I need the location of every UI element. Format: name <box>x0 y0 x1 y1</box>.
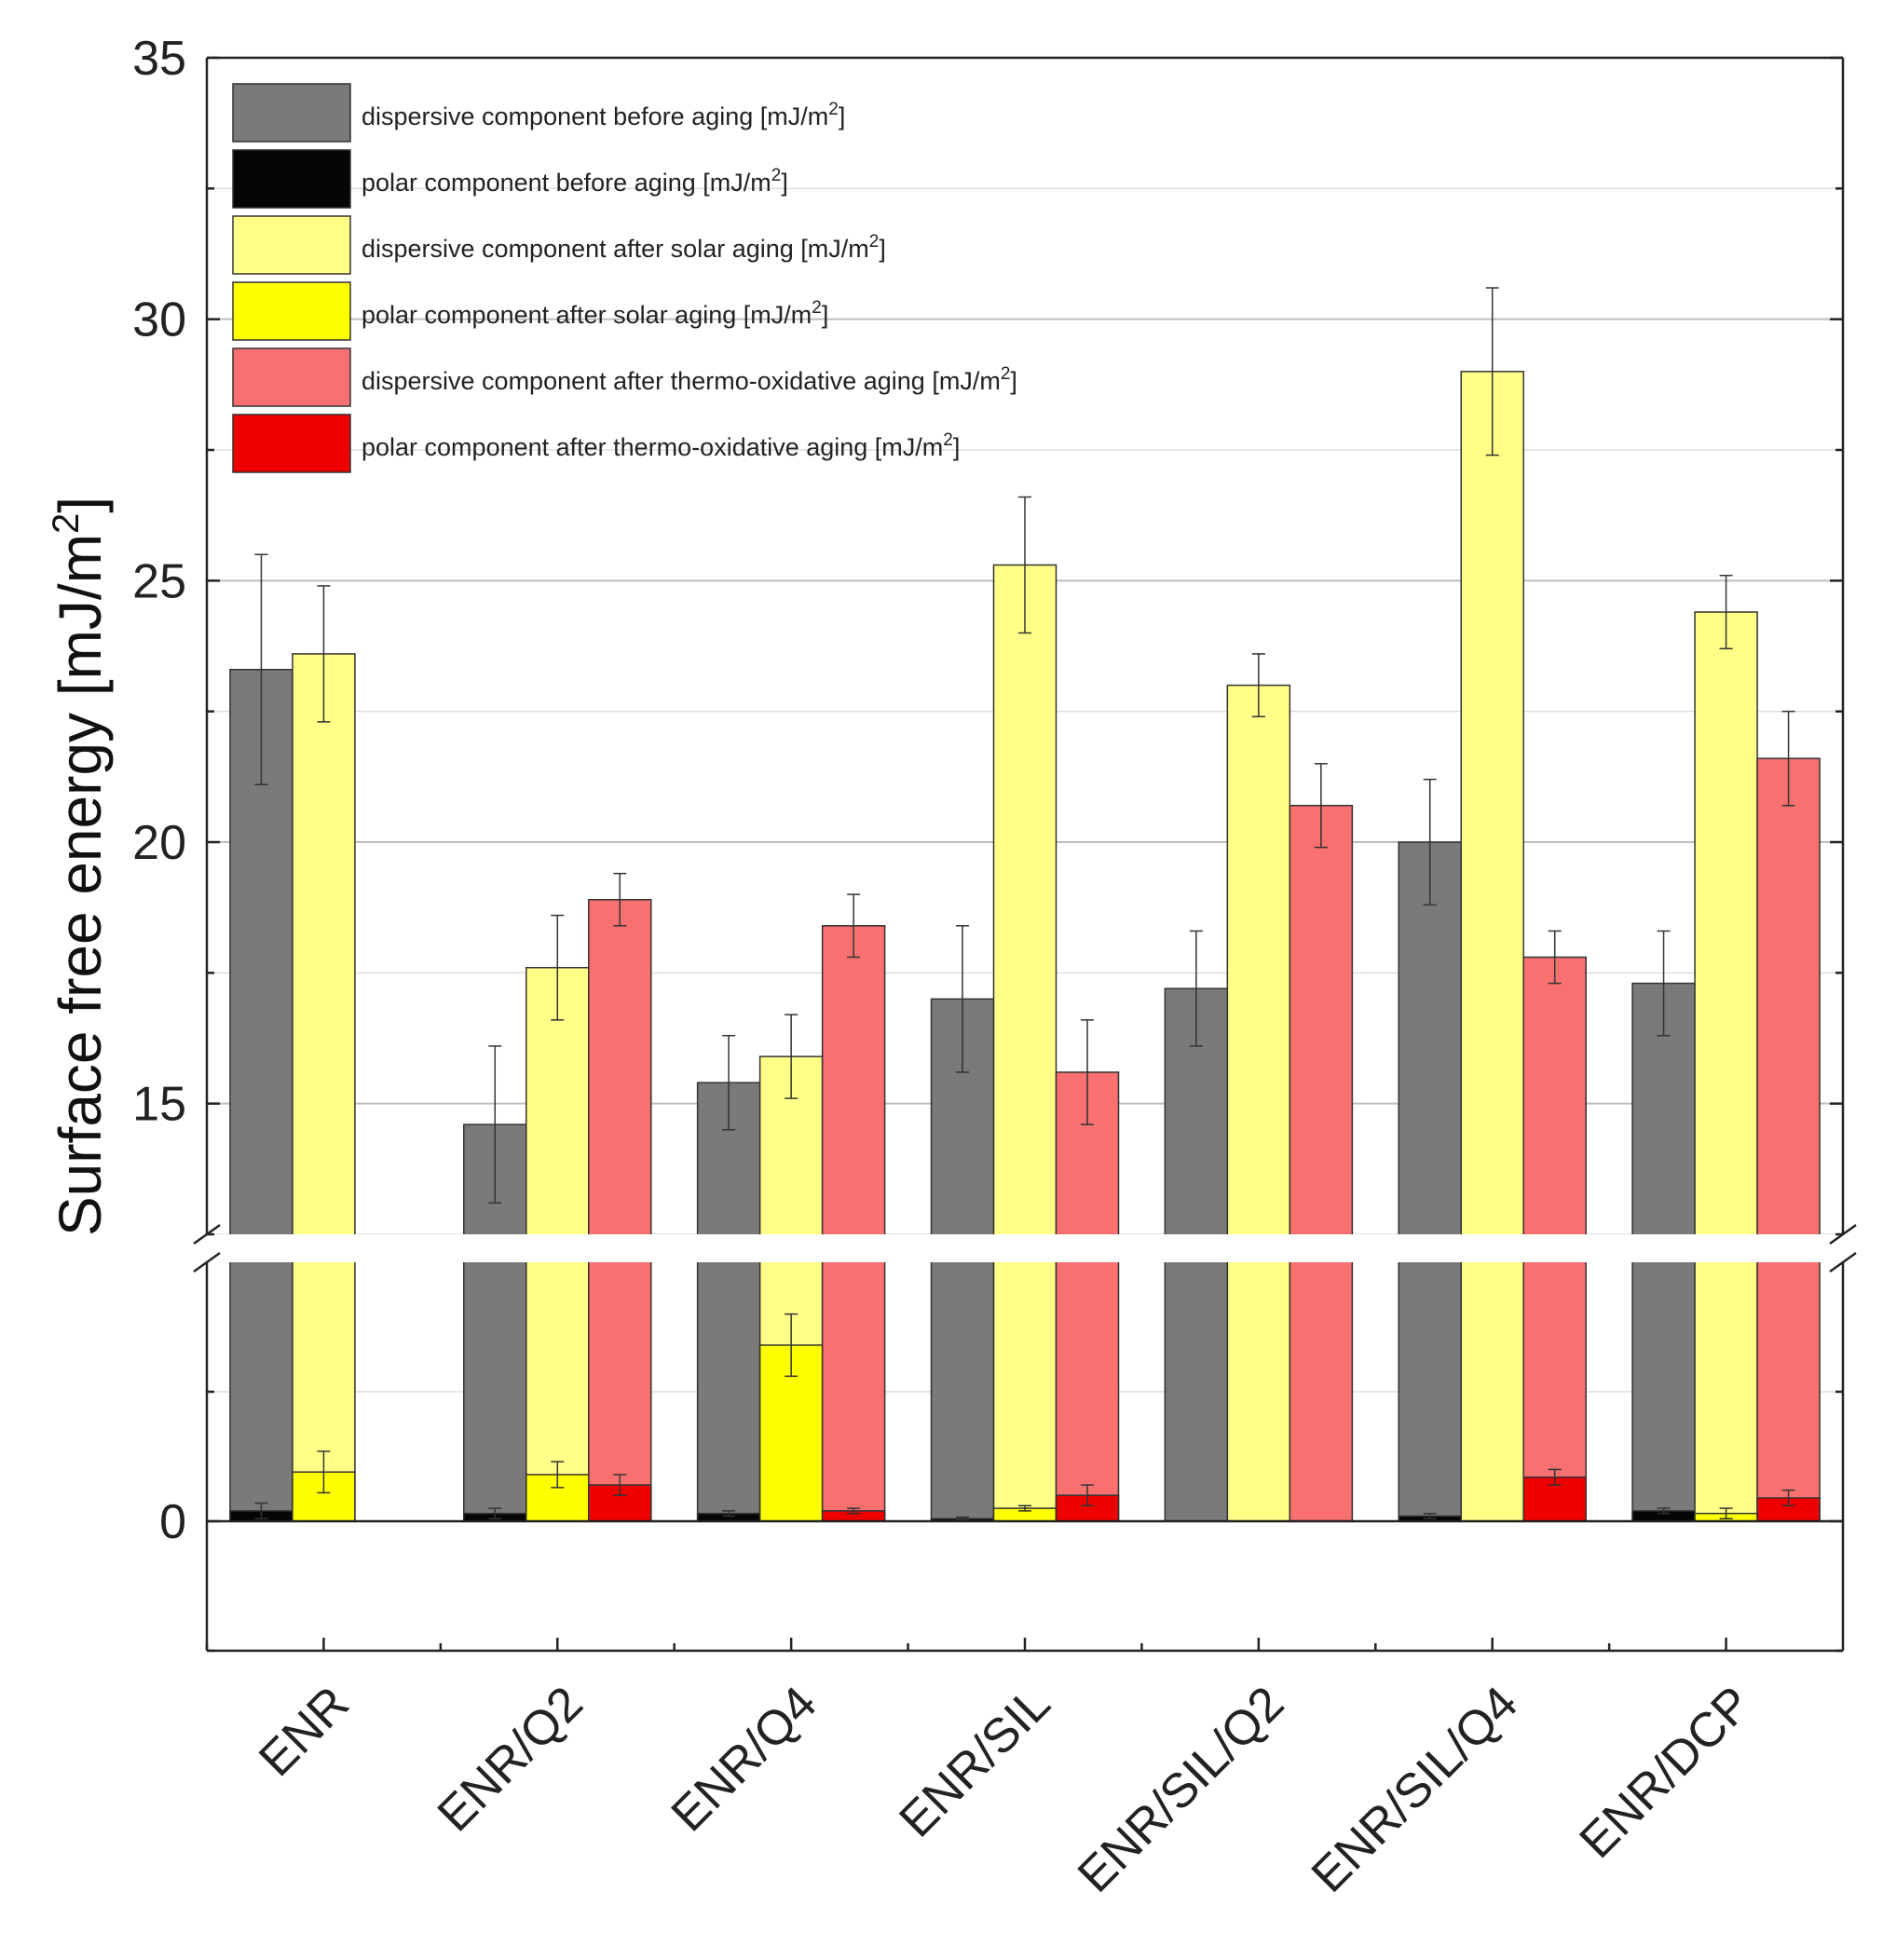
legend-label: dispersive component after thermo-oxidat… <box>362 364 1017 395</box>
bar-enr-sil-dispersive <box>1055 1071 1120 1522</box>
y-tick-label: 35 <box>132 32 186 86</box>
legend-swatch <box>232 414 351 473</box>
y-tick-label: 15 <box>132 1078 186 1132</box>
bar-enr-dispersive <box>292 653 356 1522</box>
y-tick-label: 20 <box>132 816 186 870</box>
legend-swatch <box>232 215 351 275</box>
legend-label: polar component after thermo-oxidative a… <box>362 430 960 461</box>
legend-label: polar component before aging [mJ/m2] <box>362 166 788 197</box>
x-category-label: ENR/Q2 <box>428 1676 594 1842</box>
y-tick-labels: 0 15 20 25 30 35 <box>132 32 186 1549</box>
bar-enr-dcp-dispersive <box>1756 757 1821 1522</box>
legend-swatch <box>232 347 351 407</box>
bar-enr-polar <box>292 1471 356 1522</box>
legend-label: polar component after solar aging [mJ/m2… <box>362 298 828 329</box>
bar-enr-sil-q4-dispersive <box>1398 841 1462 1522</box>
x-category-label: ENR/SIL <box>889 1676 1060 1847</box>
y-axis-label: Surface free energy [mJ/m2] <box>46 497 114 1236</box>
x-category-label: ENR <box>249 1676 360 1787</box>
legend-label: dispersive component after solar aging [… <box>362 232 886 263</box>
y-tick-label: 30 <box>132 293 186 347</box>
legend-swatch <box>232 149 351 209</box>
x-category-label: ENR/Q4 <box>662 1676 827 1842</box>
bars <box>229 287 1821 1522</box>
axis-break-mark <box>193 1251 221 1273</box>
legend-swatch <box>232 83 351 143</box>
bar-enr-sil-q2-dispersive <box>1289 804 1354 1522</box>
bar-enr-q4-dispersive <box>696 1082 761 1522</box>
bar-enr-dispersive <box>229 669 293 1522</box>
x-category-labels: ENR ENR/Q2 ENR/Q4 ENR/SIL ENR/SIL/Q2 ENR/SIL/… <box>249 1676 1762 1902</box>
x-category-label: ENR/SIL/Q4 <box>1302 1676 1528 1902</box>
y-tick-label: 25 <box>132 554 186 608</box>
legend-swatch <box>232 281 351 341</box>
bar-enr-sil-q4-dispersive <box>1460 371 1524 1522</box>
bar-enr-sil-q2-dispersive <box>1226 684 1291 1522</box>
legend: dispersive component before aging [mJ/m2… <box>232 83 1017 473</box>
bar-enr-sil-dispersive <box>992 564 1057 1522</box>
bar-enr-q2-dispersive <box>588 898 652 1522</box>
x-category-label: ENR/DCP <box>1570 1676 1762 1868</box>
axis-break-mark <box>1829 1251 1857 1273</box>
bar-enr-q4-dispersive <box>821 925 886 1522</box>
axis-break-white-gap <box>179 1234 1871 1262</box>
y-tick-label: 0 <box>159 1495 186 1549</box>
legend-label: dispersive component before aging [mJ/m2… <box>362 100 845 130</box>
axes <box>193 56 1857 1653</box>
bar-enr-dcp-dispersive <box>1694 611 1758 1522</box>
x-category-label: ENR/SIL/Q2 <box>1068 1676 1294 1902</box>
axis-break-gap <box>179 1234 1871 1262</box>
